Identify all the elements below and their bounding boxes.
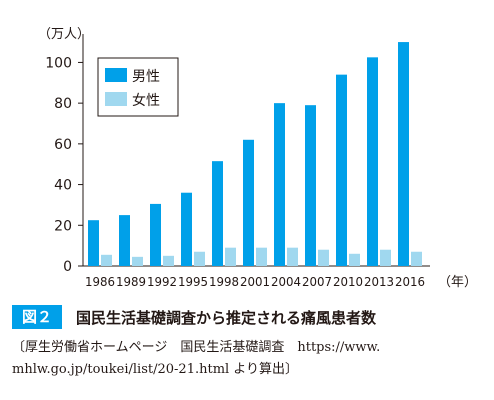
source-line-2: mhlw.go.jp/toukei/list/20-21.html より算出〕	[12, 362, 299, 377]
y-axis-label: （万人）	[38, 27, 90, 42]
y-tick-label: 60	[54, 137, 72, 153]
bar-male	[367, 57, 378, 266]
bar-female	[194, 251, 205, 266]
legend-label: 女性	[132, 92, 160, 109]
x-tick-label: 1998	[209, 275, 239, 289]
legend-swatch	[105, 92, 127, 106]
legend-swatch	[105, 68, 127, 82]
bar-female	[411, 251, 422, 266]
bar-female	[163, 255, 174, 266]
x-tick-label: 1992	[147, 275, 177, 289]
bar-male	[88, 220, 99, 266]
bar-male	[243, 139, 254, 266]
bar-female	[225, 247, 236, 266]
y-tick-label: 20	[54, 218, 72, 234]
bar-female	[380, 249, 391, 266]
y-tick-label: 0	[63, 259, 72, 275]
bar-male	[150, 203, 161, 266]
x-tick-label: 2007	[302, 275, 332, 289]
x-tick-label: 2016	[395, 275, 425, 289]
x-tick-label: 1986	[85, 275, 115, 289]
figure-caption: 図２ 国民生活基礎調査から推定される痛風患者数	[12, 305, 376, 329]
bar-male	[181, 192, 192, 266]
bar-female	[287, 247, 298, 266]
legend-box	[97, 57, 179, 117]
figure-number: 図２	[12, 305, 63, 329]
bar-female	[318, 249, 329, 266]
y-tick-label: 100	[45, 55, 72, 71]
bar-male	[274, 103, 285, 267]
source-line-1: 〔厚生労働省ホームページ 国民生活基礎調査 https://www.	[12, 340, 381, 355]
bar-female	[349, 253, 360, 266]
bar-male	[119, 215, 130, 266]
bar-male	[305, 105, 316, 266]
x-tick-label: 2004	[271, 275, 301, 289]
y-tick-label: 40	[54, 178, 72, 194]
x-axis-label: （年）	[438, 275, 477, 290]
x-tick-label: 2013	[364, 275, 394, 289]
bar-male	[336, 74, 347, 267]
chart-bars	[88, 42, 422, 267]
figure-title: 国民生活基礎調査から推定される痛風患者数	[76, 308, 377, 327]
source-citation: 〔厚生労働省ホームページ 国民生活基礎調査 https://www. mhlw.…	[12, 337, 487, 381]
bar-chart: 0 20 40 60 80 100 （万人） 1986 1989 1992 1995 1998 2001…	[38, 27, 477, 290]
x-tick-label: 1989	[116, 275, 146, 289]
bar-male	[398, 42, 409, 267]
x-tick-label: 2001	[240, 275, 270, 289]
bar-female	[101, 254, 112, 266]
bar-male	[212, 161, 223, 266]
chart-axes: 0 20 40 60 80 100 （万人） 1986 1989 1992 1995 1998 2001…	[38, 27, 477, 290]
bar-female	[256, 247, 267, 266]
x-tick-label: 2010	[333, 275, 363, 289]
bar-female	[132, 256, 143, 266]
x-tick-label: 1995	[178, 275, 208, 289]
legend-label: 男性	[132, 69, 160, 85]
y-tick-label: 80	[54, 96, 72, 112]
